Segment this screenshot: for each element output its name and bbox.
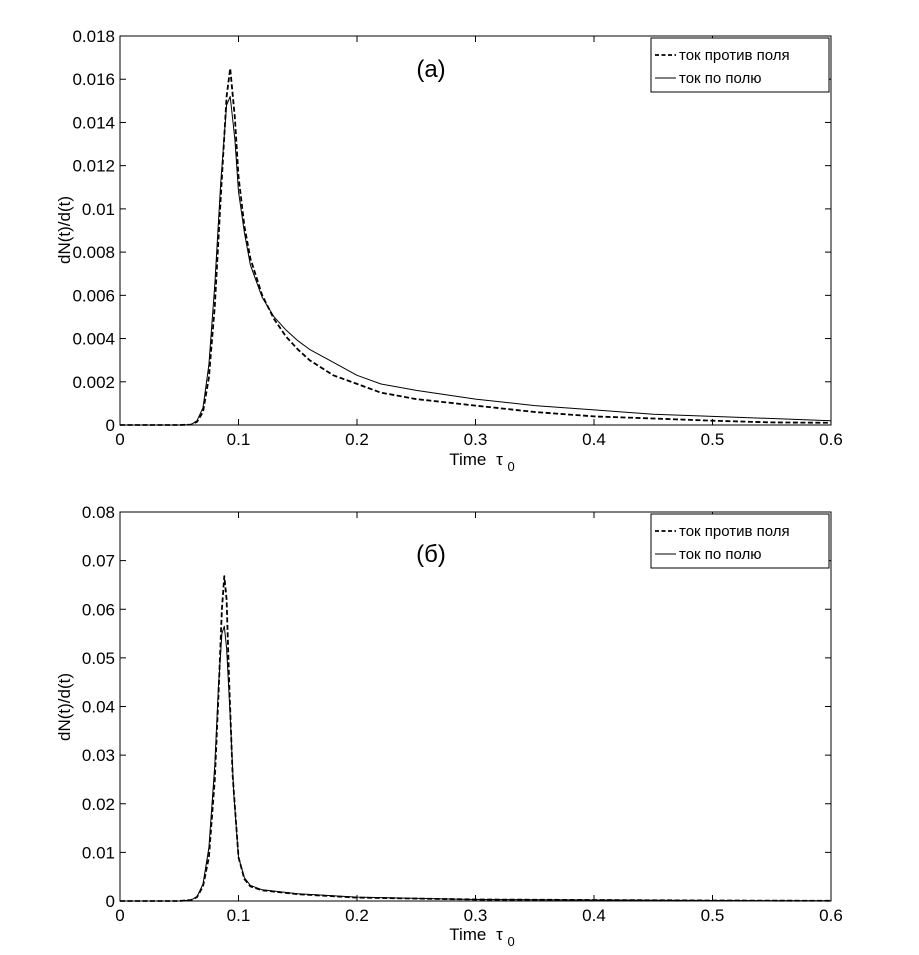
legend-box-b bbox=[650, 513, 830, 569]
series-lines-a bbox=[120, 67, 832, 426]
x-tick-label-b: 0 bbox=[115, 906, 124, 925]
series-dashed-line-b bbox=[120, 575, 832, 902]
legend-box-a bbox=[650, 37, 830, 93]
x-tick-label-b: 0.3 bbox=[464, 906, 488, 925]
panel-label-a: (a) bbox=[416, 56, 445, 83]
legend-a: ток против поля ток по полю bbox=[650, 37, 830, 93]
y-tick-label-b: 0.02 bbox=[82, 795, 115, 814]
y-tick-label-a: 0 bbox=[106, 416, 115, 435]
legend-label-dashed-a: ток против поля bbox=[679, 47, 790, 64]
x-axis-label-b: Time τ 0 bbox=[449, 925, 515, 949]
x-axis-label-a: Time τ 0 bbox=[449, 450, 515, 474]
panel-label-b: (б) bbox=[416, 541, 446, 568]
x-axis-label-subscript-b: 0 bbox=[508, 934, 515, 949]
y-tick-label-b: 0.06 bbox=[82, 600, 115, 619]
tick-marks-b bbox=[119, 511, 832, 902]
series-solid-line-b bbox=[120, 625, 832, 902]
y-tick-label-b: 0.05 bbox=[82, 649, 115, 668]
y-tick-label-b: 0.04 bbox=[82, 698, 115, 717]
legend-label-dashed-b: ток против поля bbox=[679, 523, 790, 540]
legend-label-solid-a: ток по полю bbox=[679, 70, 762, 87]
tick-labels-b: 0 0.1 0.2 0.3 0.4 0.5 0.6 0 0.01 0.02 0.03 0.04 0.05… bbox=[82, 503, 843, 925]
y-tick-label-a: 0.014 bbox=[72, 113, 115, 132]
y-axis-label-a: dN(t)/d(t) bbox=[55, 196, 74, 264]
plot-area-b bbox=[119, 511, 832, 902]
x-tick-label-b: 0.6 bbox=[819, 906, 843, 925]
x-tick-label-a: 0.5 bbox=[701, 430, 725, 449]
chart-panel-a: 0 0.1 0.2 0.3 0.4 0.5 0.6 0 0.002 0.004 0.006 0.008… bbox=[55, 27, 843, 474]
y-tick-label-a: 0.012 bbox=[72, 157, 115, 176]
x-axis-label-symbol-b: τ bbox=[496, 925, 503, 944]
legend-label-solid-b: ток по полю bbox=[679, 546, 762, 563]
series-solid-line-a bbox=[120, 96, 832, 426]
legend-b: ток против поля ток по полю bbox=[650, 513, 830, 569]
x-tick-label-b: 0.4 bbox=[582, 906, 606, 925]
y-tick-label-b: 0.07 bbox=[82, 552, 115, 571]
y-axis-label-b: dN(t)/d(t) bbox=[55, 673, 74, 741]
y-tick-label-b: 0 bbox=[106, 892, 115, 911]
x-tick-label-a: 0.4 bbox=[582, 430, 606, 449]
x-axis-label-text-b: Time bbox=[449, 925, 486, 944]
y-tick-label-a: 0.006 bbox=[72, 286, 115, 305]
y-tick-label-a: 0.008 bbox=[72, 243, 115, 262]
tick-labels-a: 0 0.1 0.2 0.3 0.4 0.5 0.6 0 0.002 0.004 0.006 0.008… bbox=[72, 27, 842, 449]
x-tick-label-a: 0.2 bbox=[345, 430, 369, 449]
x-tick-label-a: 0 bbox=[115, 430, 124, 449]
series-lines-b bbox=[120, 575, 832, 902]
plot-area-a bbox=[119, 35, 832, 426]
y-tick-label-b: 0.01 bbox=[82, 843, 115, 862]
tick-marks-a bbox=[119, 35, 832, 426]
x-axis-label-symbol-a: τ bbox=[496, 450, 503, 469]
y-tick-label-a: 0.01 bbox=[82, 200, 115, 219]
y-tick-label-a: 0.016 bbox=[72, 70, 115, 89]
y-tick-label-a: 0.004 bbox=[72, 330, 115, 349]
x-axis-label-subscript-a: 0 bbox=[508, 459, 515, 474]
x-tick-label-a: 0.3 bbox=[464, 430, 488, 449]
y-tick-label-a: 0.018 bbox=[72, 27, 115, 46]
x-tick-label-a: 0.6 bbox=[819, 430, 843, 449]
x-tick-label-b: 0.1 bbox=[227, 906, 251, 925]
x-tick-label-a: 0.1 bbox=[227, 430, 251, 449]
chart-panel-b: 0 0.1 0.2 0.3 0.4 0.5 0.6 0 0.01 0.02 0.03 0.04 0.05… bbox=[55, 503, 843, 949]
x-axis-label-text-a: Time bbox=[449, 450, 486, 469]
y-tick-label-b: 0.03 bbox=[82, 746, 115, 765]
x-tick-label-b: 0.2 bbox=[345, 906, 369, 925]
y-tick-label-a: 0.002 bbox=[72, 373, 115, 392]
x-tick-label-b: 0.5 bbox=[701, 906, 725, 925]
y-tick-label-b: 0.08 bbox=[82, 503, 115, 522]
